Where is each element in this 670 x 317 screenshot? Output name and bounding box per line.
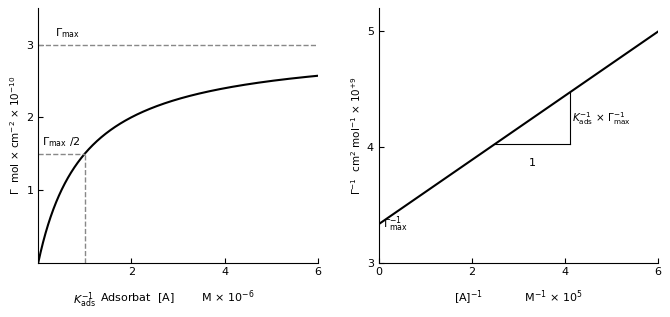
Text: 1: 1: [529, 158, 536, 168]
Text: $K_{\rm ads}^{-1}$ $\times$ $\Gamma_{\rm max}^{-1}$: $K_{\rm ads}^{-1}$ $\times$ $\Gamma_{\rm…: [572, 110, 630, 126]
X-axis label: Adsorbat  [A]        M $\times$ 10$^{-6}$: Adsorbat [A] M $\times$ 10$^{-6}$: [100, 288, 255, 307]
Y-axis label: $\Gamma$  mol $\times$ cm$^{-2}$ $\times$ 10$^{-10}$: $\Gamma$ mol $\times$ cm$^{-2}$ $\times$…: [8, 76, 22, 195]
Text: $\Gamma_{\rm max}$: $\Gamma_{\rm max}$: [54, 26, 80, 40]
Text: $\Gamma_{\rm max}$ /2: $\Gamma_{\rm max}$ /2: [42, 135, 80, 149]
Text: $\Gamma_{\rm max}^{-1}$: $\Gamma_{\rm max}^{-1}$: [383, 214, 407, 234]
Y-axis label: $\Gamma^{-1}$  cm$^2$ mol$^{-1}$ $\times$ 10$^{+9}$: $\Gamma^{-1}$ cm$^2$ mol$^{-1}$ $\times$…: [349, 76, 362, 195]
X-axis label: [A]$^{-1}$            M$^{-1}$ $\times$ 10$^5$: [A]$^{-1}$ M$^{-1}$ $\times$ 10$^5$: [454, 288, 583, 307]
Text: $K_{\rm ads}^{-1}$: $K_{\rm ads}^{-1}$: [74, 290, 96, 310]
